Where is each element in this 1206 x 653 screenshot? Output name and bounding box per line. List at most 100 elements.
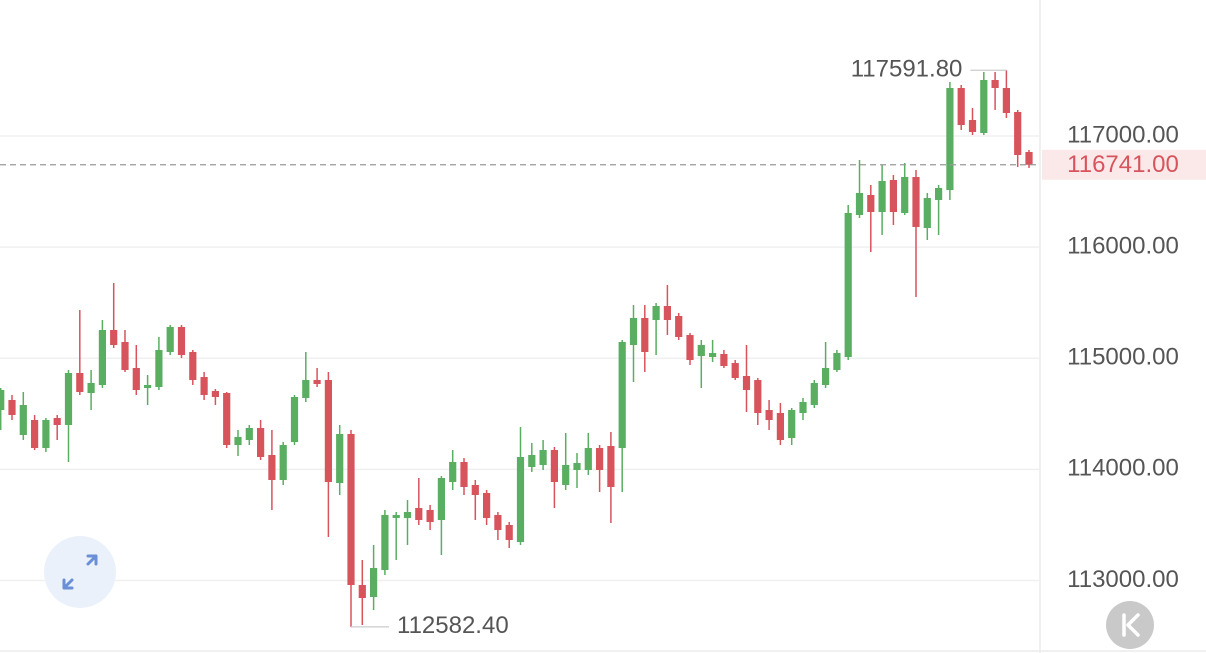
candle-body — [302, 380, 310, 398]
scroll-latest-icon — [1122, 613, 1140, 637]
candle-body — [946, 88, 954, 190]
candle-body — [550, 450, 558, 482]
candle-body — [742, 376, 751, 390]
candle-body — [697, 345, 705, 356]
candle-body — [87, 383, 95, 393]
candle-body — [867, 195, 875, 212]
candle-body — [516, 457, 525, 542]
candle-body — [144, 385, 152, 388]
candle-body — [200, 377, 208, 395]
expand-button-bg[interactable] — [44, 536, 116, 608]
y-tick-label: 114000.00 — [1067, 455, 1179, 482]
candle-body — [381, 515, 389, 570]
candle-body — [31, 420, 39, 448]
candle-body — [878, 181, 886, 212]
candle-body — [189, 352, 197, 380]
candle-body — [652, 306, 660, 320]
candle-body — [0, 390, 5, 410]
candle-body — [245, 428, 253, 440]
candle-body — [449, 462, 457, 482]
candle-body — [223, 393, 231, 445]
candle-body — [776, 413, 784, 440]
candle-body — [494, 515, 502, 530]
candle-body — [822, 368, 830, 385]
candle-body — [562, 465, 570, 485]
last-price-label: 116741.00 — [1067, 151, 1179, 178]
candle-body — [279, 445, 287, 480]
candle-body — [641, 318, 649, 352]
candle-body — [358, 585, 366, 598]
candle-body — [19, 405, 27, 435]
candle-body — [460, 462, 468, 487]
candle-body — [833, 353, 841, 370]
candle-body — [437, 478, 445, 520]
candle-body — [132, 368, 140, 390]
candle-body — [957, 88, 965, 125]
y-tick-label: 117000.00 — [1067, 121, 1179, 148]
candle-body — [675, 316, 683, 337]
candle-body — [155, 350, 163, 387]
candle-body — [392, 515, 400, 518]
candle-body — [788, 410, 796, 438]
y-tick-label: 113000.00 — [1067, 566, 1179, 593]
candle-body — [607, 446, 615, 487]
candle-body — [855, 193, 864, 215]
candle-body — [810, 383, 818, 405]
candle-body — [234, 437, 242, 445]
candle-body — [923, 198, 931, 228]
candle-body — [968, 120, 977, 132]
candle-body — [618, 342, 626, 448]
candle-body — [731, 363, 739, 378]
candle-body — [403, 512, 412, 518]
high-label: 117591.80 — [851, 56, 963, 83]
candle-body — [889, 180, 897, 212]
candle-body — [336, 434, 344, 483]
scroll-latest-button[interactable] — [1106, 601, 1154, 649]
low-label: 112582.40 — [397, 612, 509, 639]
candle-body — [629, 318, 638, 345]
y-tick-label: 116000.00 — [1067, 232, 1179, 259]
candle-body — [1014, 112, 1022, 155]
candle-body — [426, 510, 434, 522]
candle-body — [799, 402, 807, 413]
candle-body — [324, 380, 332, 482]
candle-body — [313, 380, 321, 384]
candle-body — [1025, 152, 1033, 165]
candle-body — [1002, 88, 1010, 113]
candle-body — [8, 400, 16, 415]
candle-body — [268, 455, 276, 480]
candle-body — [415, 508, 423, 520]
candle-body — [76, 373, 84, 392]
candle-body — [980, 80, 988, 133]
expand-button[interactable] — [44, 536, 116, 608]
candle-body — [709, 353, 717, 357]
y-tick-label: 115000.00 — [1067, 344, 1179, 371]
candle-body — [483, 493, 491, 518]
plot: 117000.00 116000.00 115000.00 114000.00 1130… — [0, 56, 1206, 639]
candle-body — [765, 410, 773, 420]
candle-body — [539, 450, 547, 465]
candle-body — [166, 327, 174, 352]
candle-body — [290, 397, 299, 442]
candle-body — [720, 354, 728, 366]
candle-body — [573, 463, 581, 470]
candle-body — [991, 80, 999, 88]
candle-body — [53, 418, 61, 425]
candle-body — [596, 448, 604, 470]
candle-body — [110, 330, 118, 345]
candle-body — [257, 428, 265, 457]
candle-body — [121, 342, 129, 370]
candle-body — [901, 177, 909, 213]
candle-body — [935, 188, 943, 200]
candle-body — [42, 420, 50, 448]
candle-body — [528, 455, 536, 467]
candle-body — [754, 380, 762, 413]
candle-body — [584, 448, 592, 470]
candle-body — [370, 568, 378, 597]
expand-icon — [62, 554, 98, 590]
candle-body — [844, 213, 852, 357]
candle-body — [64, 373, 73, 425]
candle-body — [98, 330, 106, 385]
last-price-tag — [1042, 149, 1206, 180]
